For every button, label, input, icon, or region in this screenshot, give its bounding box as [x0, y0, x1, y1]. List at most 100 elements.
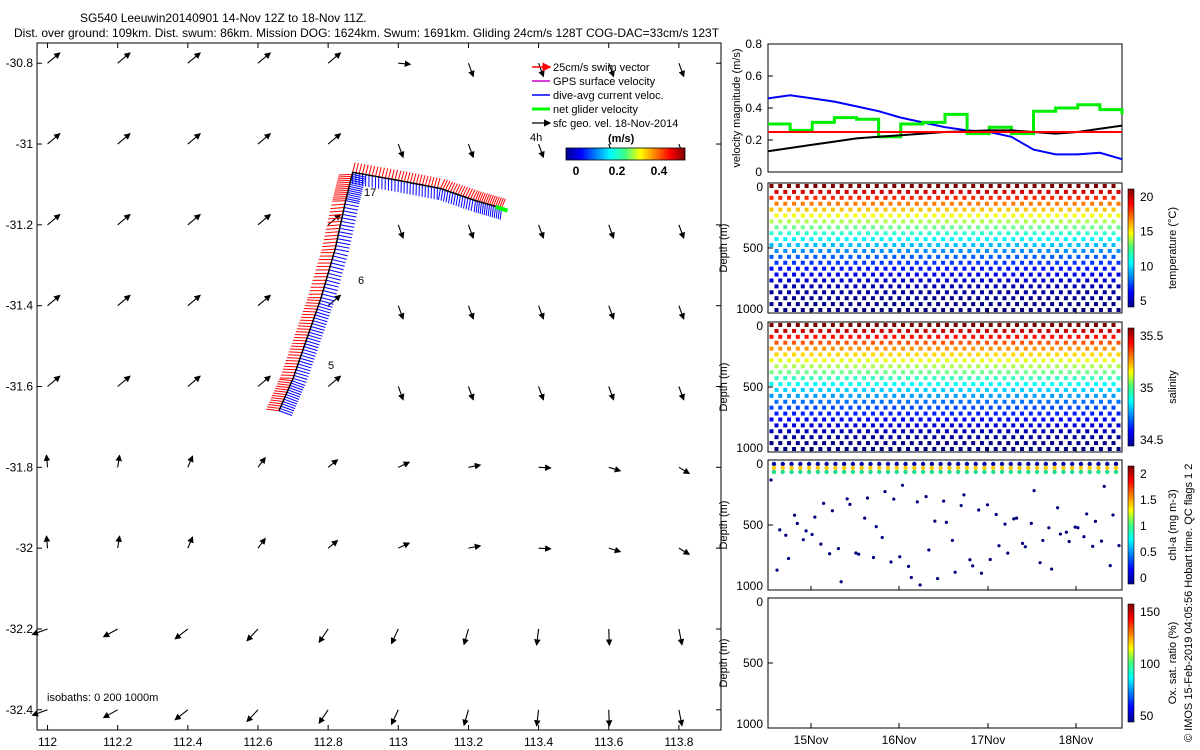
chl-point [997, 544, 1001, 548]
profile-point [865, 231, 870, 236]
profile-point [953, 417, 958, 422]
swim-vector [336, 183, 350, 186]
chl-point [1096, 469, 1101, 475]
profile-point [1107, 352, 1112, 357]
profile-point [906, 411, 911, 416]
profile-point [892, 184, 897, 188]
profile-point [1020, 284, 1025, 289]
profile-point [813, 370, 818, 375]
profile-point [1111, 266, 1116, 271]
profile-point [822, 441, 827, 446]
profile-point [1090, 308, 1095, 312]
swim-vector [403, 171, 408, 182]
profile-point [988, 266, 993, 271]
profile-point [1067, 382, 1072, 387]
profile-point [1006, 370, 1011, 375]
profile-point [888, 328, 893, 333]
profile-point [1116, 308, 1121, 312]
profile-point [909, 417, 914, 422]
profile-point [993, 189, 998, 194]
profile-point [1055, 364, 1060, 369]
profile-point [1058, 207, 1063, 212]
profile-point [984, 376, 989, 381]
profile-point [892, 405, 897, 410]
chl-point [971, 564, 975, 568]
profile-point [795, 195, 800, 200]
profile-point [888, 237, 893, 242]
profile-point [1041, 290, 1046, 295]
profile-point [870, 399, 875, 404]
profile-point [1102, 207, 1107, 212]
profile-point [853, 376, 858, 381]
profile-point [813, 219, 818, 224]
profile-point [901, 370, 906, 375]
profile-point [962, 231, 967, 236]
profile-point [914, 308, 919, 312]
chl-point [964, 465, 970, 471]
profile-point [914, 201, 919, 206]
profile-point [967, 376, 972, 381]
profile-point [769, 417, 774, 422]
profile-point [862, 387, 867, 392]
profile-point [988, 382, 993, 387]
profile-point [1098, 225, 1103, 230]
profile-point [967, 296, 972, 301]
profile-point [1085, 184, 1090, 188]
profile-point [1093, 219, 1098, 224]
profile-point [976, 284, 981, 289]
profile-point [783, 435, 788, 440]
profile-point [1081, 237, 1086, 242]
profile-point [892, 207, 897, 212]
profile-point [804, 429, 809, 434]
profile-point [1037, 201, 1042, 206]
profile-point [835, 447, 840, 451]
profile-point [1002, 272, 1007, 277]
dive-avg-current-vector [333, 255, 347, 260]
profile-point [1037, 352, 1042, 357]
profile-point [1085, 370, 1090, 375]
profile-point [800, 248, 805, 253]
profile-point [804, 370, 809, 375]
profile-point [1058, 231, 1063, 236]
profile-point [1076, 243, 1081, 248]
profile-point [848, 382, 853, 387]
chl-point [839, 580, 843, 584]
profile-point [897, 340, 902, 345]
profile-point [944, 278, 949, 283]
profile-point [1076, 278, 1081, 283]
swim-vector [280, 374, 295, 377]
profile-point [857, 195, 862, 200]
profile-point [1023, 243, 1028, 248]
profile-point [783, 296, 788, 301]
profile-point [827, 284, 832, 289]
profile-point [1006, 184, 1011, 188]
profile-point [787, 393, 792, 398]
profile-point [874, 323, 879, 327]
profile-point [839, 405, 844, 410]
colorbar-tick-label: 1 [1140, 519, 1147, 533]
profile-point [1072, 237, 1077, 242]
swim-vector [497, 197, 502, 208]
dive-avg-current-vector [322, 293, 336, 298]
dive-avg-current-vector [295, 369, 310, 375]
profile-point [774, 387, 779, 392]
profile-point [792, 189, 797, 194]
profile-point [971, 219, 976, 224]
profile-point [1028, 423, 1033, 428]
profile-point [862, 447, 867, 451]
profile-point [883, 429, 888, 434]
profile-point [1050, 254, 1055, 259]
swim-vector [294, 334, 309, 336]
profile-point [936, 243, 941, 248]
profile-point [844, 387, 849, 392]
colorbar-tick-label: 10 [1140, 259, 1154, 273]
swim-vector [384, 168, 389, 179]
profile-point [822, 254, 827, 259]
profile-point [862, 213, 867, 218]
profile-point [818, 364, 823, 369]
profile-point [1116, 284, 1121, 289]
profile-point [932, 225, 937, 230]
profile-point [1081, 272, 1086, 277]
profile-point [958, 435, 963, 440]
swim-vector [337, 179, 351, 182]
